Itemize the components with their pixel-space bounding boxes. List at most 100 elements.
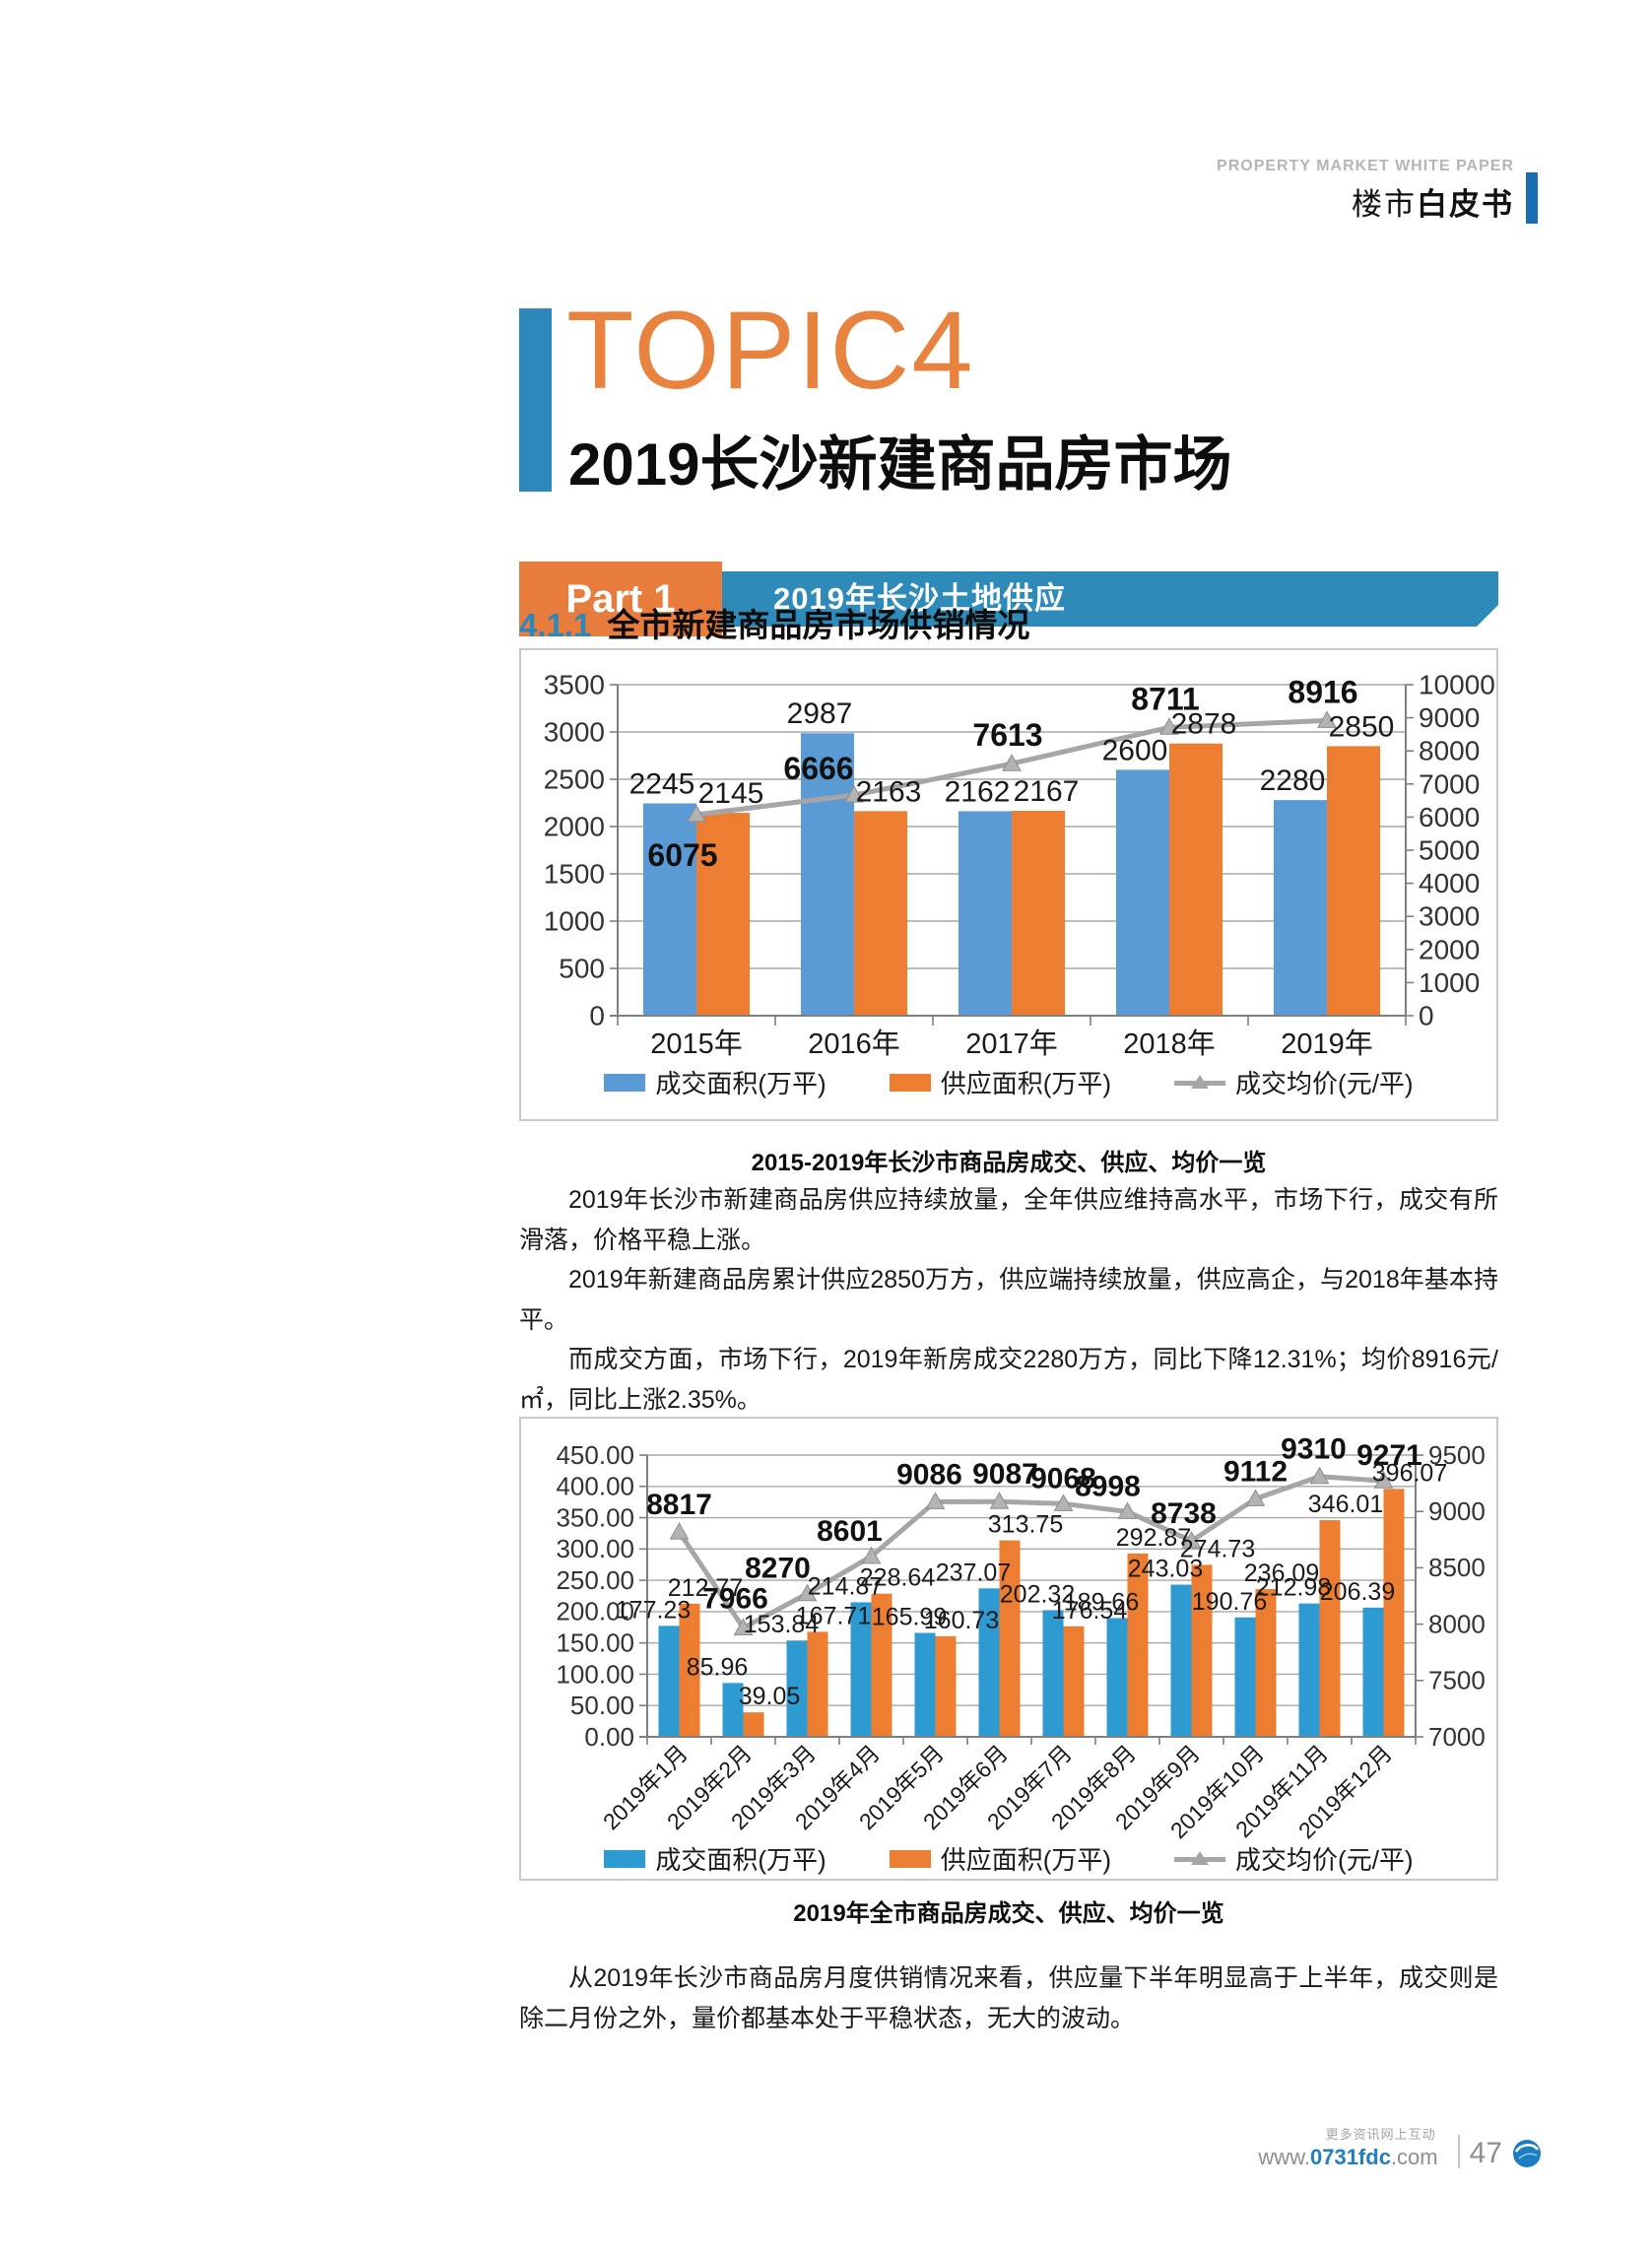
svg-text:228.64: 228.64 [860,1564,936,1592]
svg-text:6000: 6000 [1419,802,1480,832]
svg-text:2850: 2850 [1329,710,1395,743]
chart1-caption: 2015-2019年长沙市商品房成交、供应、均价一览 [751,1150,1267,1176]
chart2-plot-svg: 0.0050.00100.00150.00200.00250.00300.003… [556,1433,1486,1844]
svg-text:2145: 2145 [698,777,764,810]
svg-text:6666: 6666 [783,751,853,786]
paragraph-4: 从2019年长沙市商品房月度供销情况来看，供应量下半年明显高于上半年，成交则是除… [519,1964,1498,2032]
bar-labels-0: 177.23 85.96 153.84 214.87 165.99 237.07202.3… [616,1556,1395,1682]
svg-text:7000: 7000 [1428,1722,1486,1752]
legend-item-deal-area: 成交面积(万平) [604,1840,826,1877]
svg-text:189.66: 189.66 [1064,1588,1139,1616]
body-text-2: 从2019年长沙市商品房月度供销情况来看，供应量下半年明显高于上半年，成交则是除… [519,1958,1498,2038]
svg-text:2500: 2500 [544,764,605,795]
paragraph-2: 2019年新建商品房累计供应2850万方，供应端持续放量，供应高企，与2018年… [519,1266,1498,1334]
svg-text:236.09: 236.09 [1244,1560,1319,1587]
svg-text:0: 0 [589,1001,605,1031]
chart1-plot-svg: 0500100015002000250030003500010002000300… [544,670,1495,1060]
legend-swatch-orange-icon [889,1849,931,1868]
svg-text:176.54: 176.54 [1052,1597,1128,1625]
svg-text:243.03: 243.03 [1128,1556,1203,1583]
globe-icon [1513,2140,1541,2167]
svg-text:2280: 2280 [1260,764,1326,797]
svg-text:1000: 1000 [1419,967,1480,998]
svg-text:4000: 4000 [1419,868,1480,898]
legend-label: 供应面积(万平) [940,1069,1112,1098]
svg-text:8738: 8738 [1151,1497,1217,1530]
legend-label: 成交面积(万平) [655,1069,826,1098]
svg-text:8270: 8270 [745,1553,811,1585]
svg-text:313.75: 313.75 [988,1511,1063,1539]
header-text: PROPERTY MARKET WHITE PAPER 楼市白皮书 [1217,158,1514,224]
body-text-1: 2019年长沙市新建商品房供应持续放量，全年供应维持高水平，市场下行，成交有所滑… [519,1180,1498,1420]
svg-text:2600: 2600 [1102,734,1168,766]
header-en-title: PROPERTY MARKET WHITE PAPER [1217,158,1514,174]
svg-text:3000: 3000 [544,717,605,748]
topic-eyebrow: TOPIC4 [566,289,975,412]
svg-text:2018年: 2018年 [1123,1028,1216,1060]
section-title: 全市新建商品房市场供销情况 [607,607,1030,643]
svg-text:1500: 1500 [544,859,605,890]
svg-text:202.32: 202.32 [1000,1580,1075,1608]
legend-label: 成交均价(元/平) [1235,1069,1414,1098]
legend-label: 成交面积(万平) [655,1845,826,1875]
bar-labels-1: 212.77 39.05 167.71 228.64 160.73 313.75 176.5… [668,1459,1447,1710]
x-axis-labels: 2015年 2016年 2017年 2018年 2019年 [650,1028,1373,1060]
chart1-legend: 成交面积(万平) 供应面积(万平) 成交均价(元/平) [521,1064,1496,1100]
legend-swatch-line-icon [1174,1072,1226,1094]
svg-text:2987: 2987 [787,697,853,730]
bar-series-1 [696,743,1380,1016]
svg-text:9112: 9112 [1223,1455,1288,1488]
chart2-box: 0.00 50.00 100.00 150.00 200.00 250.00 300.00 3… [519,1417,1498,1881]
svg-text:500: 500 [559,954,605,984]
section-heading: 4.1.1 全市新建商品房市场供销情况 [519,599,1029,646]
svg-text:346.01: 346.01 [1308,1491,1383,1518]
svg-text:0.00: 0.00 [584,1722,634,1752]
page-footer: 更多资讯网上互动 www.0731fdc.com 47 [1258,2124,1542,2170]
svg-text:9271: 9271 [1356,1439,1422,1472]
svg-text:7966: 7966 [702,1582,768,1615]
header-zh-bold: 白皮书 [1417,187,1514,222]
svg-text:8000: 8000 [1428,1609,1486,1638]
svg-text:3000: 3000 [1419,901,1480,932]
svg-text:2019年: 2019年 [1281,1028,1373,1060]
svg-text:165.99: 165.99 [872,1604,947,1631]
header-accent-bar [1526,172,1538,224]
svg-text:250.00: 250.00 [556,1565,634,1595]
topic-accent-bar [519,308,552,492]
bar-series-0 [658,1584,1384,1737]
bar-labels-1: 2145 2163 2167 2878 2850 [698,708,1395,810]
svg-text:2016年: 2016年 [808,1028,900,1060]
paragraph-1: 2019年长沙市新建商品房供应持续放量，全年供应维持高水平，市场下行，成交有所滑… [519,1186,1498,1254]
svg-text:2878: 2878 [1171,708,1237,741]
legend-item-avg-price: 成交均价(元/平) [1174,1840,1414,1877]
svg-text:396.07: 396.07 [1372,1459,1447,1487]
part-banner-title: 2019年长沙土地供应 [773,581,1066,616]
legend-swatch-line-icon [1174,1848,1226,1870]
section-number: 4.1.1 [519,607,592,643]
svg-text:8817: 8817 [646,1489,712,1521]
line-series: 6075 6666 7613 8711 8916 [647,674,1357,872]
footer-url[interactable]: www.0731fdc.com [1258,2145,1438,2169]
svg-text:177.23: 177.23 [616,1596,691,1624]
svg-text:1000: 1000 [544,906,605,937]
svg-text:8500: 8500 [1428,1553,1486,1582]
paragraph-3: 而成交方面，市场下行，2019年新房成交2280万方，同比下降12.31%；均价… [519,1346,1498,1414]
svg-text:450.00: 450.00 [556,1440,634,1470]
svg-text:8916: 8916 [1288,674,1357,709]
bar-labels-0: 2245 2987 2162 2600 2280 [629,697,1326,808]
svg-text:50.00: 50.00 [570,1691,634,1720]
svg-text:100.00: 100.00 [556,1659,634,1689]
svg-text:167.71: 167.71 [796,1602,871,1629]
legend-item-avg-price: 成交均价(元/平) [1174,1064,1414,1100]
legend-item-supply-area: 供应面积(万平) [889,1064,1112,1100]
svg-text:5000: 5000 [1419,835,1480,866]
chart2-legend: 成交面积(万平) 供应面积(万平) 成交均价(元/平) [521,1840,1496,1877]
svg-text:160.73: 160.73 [924,1607,999,1634]
chart1-plot: 0 500 1000 1500 2000 2500 3000 3500 0 1000 2000 300… [523,651,1495,1123]
svg-text:8000: 8000 [1419,736,1480,766]
svg-text:6075: 6075 [647,837,717,873]
svg-text:212.77: 212.77 [668,1574,743,1602]
svg-text:300.00: 300.00 [556,1534,634,1563]
footer-divider [1457,2135,1460,2168]
